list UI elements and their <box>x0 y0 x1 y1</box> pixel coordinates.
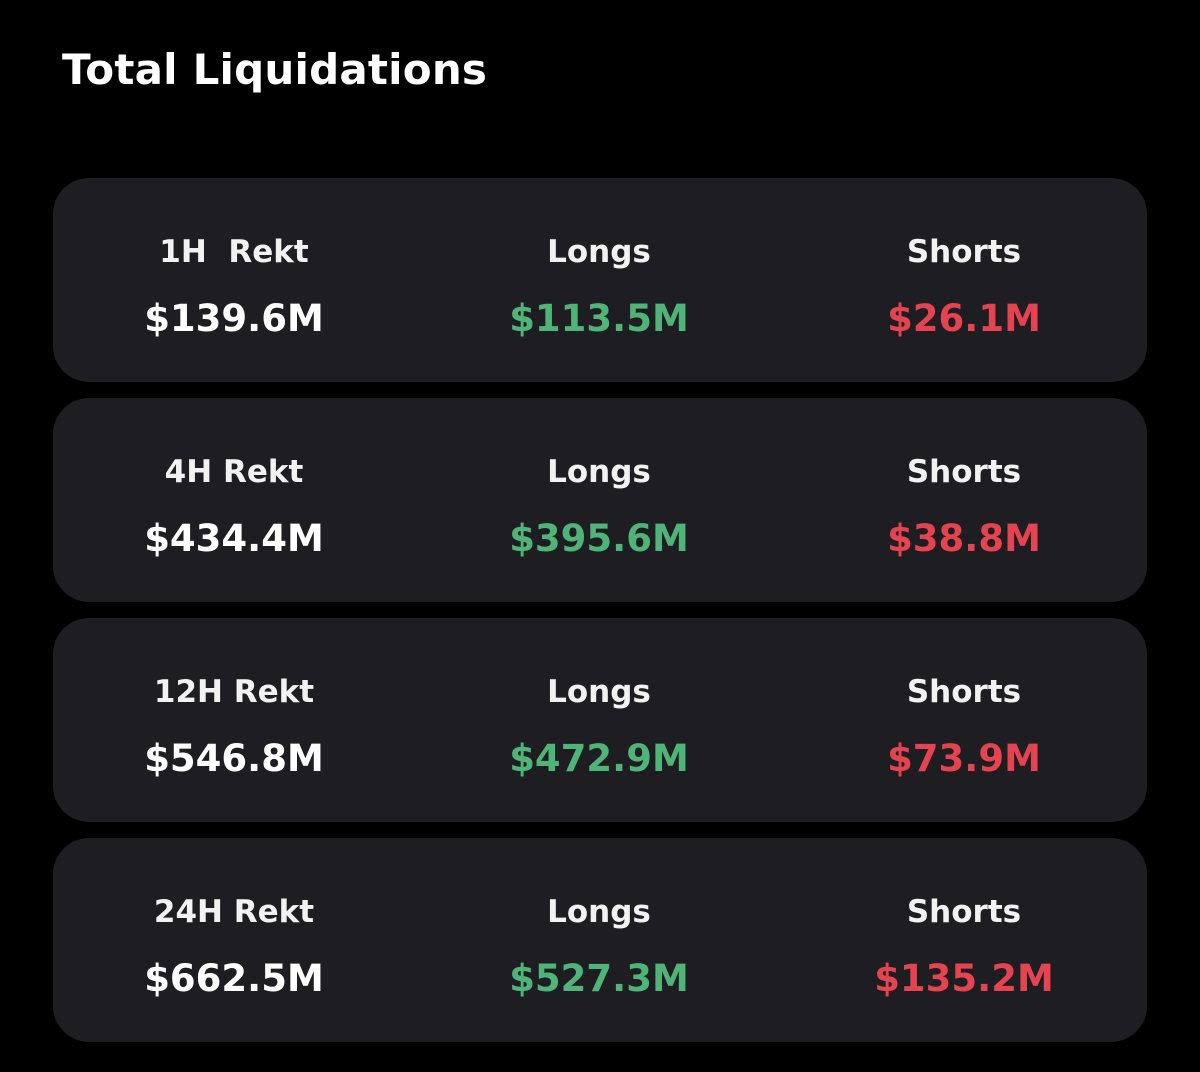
liquidation-card-4h: 4H Rekt $434.4M Longs $395.6M Shorts $38… <box>53 398 1147 602</box>
liquidation-card-1h: 1H Rekt $139.6M Longs $113.5M Shorts $26… <box>53 178 1147 382</box>
longs-value: $395.6M <box>509 517 689 560</box>
shorts-value: $38.8M <box>887 517 1041 560</box>
longs-label: Longs <box>547 454 651 490</box>
page-title: Total Liquidations <box>62 45 488 94</box>
total-value: $662.5M <box>144 957 324 1000</box>
liquidation-card-12h: 12H Rekt $546.8M Longs $472.9M Shorts $7… <box>53 618 1147 822</box>
longs-value: $472.9M <box>509 737 689 780</box>
period-label: 12H Rekt <box>153 674 315 710</box>
period-label: 4H Rekt <box>164 454 304 490</box>
liquidation-card-24h: 24H Rekt $662.5M Longs $527.3M Shorts $1… <box>53 838 1147 1042</box>
longs-label: Longs <box>547 894 651 930</box>
shorts-label: Shorts <box>906 454 1022 490</box>
period-label: 24H Rekt <box>153 894 315 930</box>
shorts-value: $73.9M <box>887 737 1041 780</box>
total-value: $546.8M <box>144 737 324 780</box>
shorts-label: Shorts <box>906 894 1022 930</box>
longs-label: Longs <box>547 674 651 710</box>
shorts-value: $26.1M <box>887 297 1041 340</box>
longs-value: $527.3M <box>509 957 689 1000</box>
shorts-label: Shorts <box>906 234 1022 270</box>
liquidation-cards: 1H Rekt $139.6M Longs $113.5M Shorts $26… <box>53 178 1147 1058</box>
period-label: 1H Rekt <box>159 234 309 270</box>
total-value: $139.6M <box>144 297 324 340</box>
longs-label: Longs <box>547 234 651 270</box>
shorts-label: Shorts <box>906 674 1022 710</box>
total-value: $434.4M <box>144 517 324 560</box>
shorts-value: $135.2M <box>874 957 1054 1000</box>
longs-value: $113.5M <box>509 297 689 340</box>
